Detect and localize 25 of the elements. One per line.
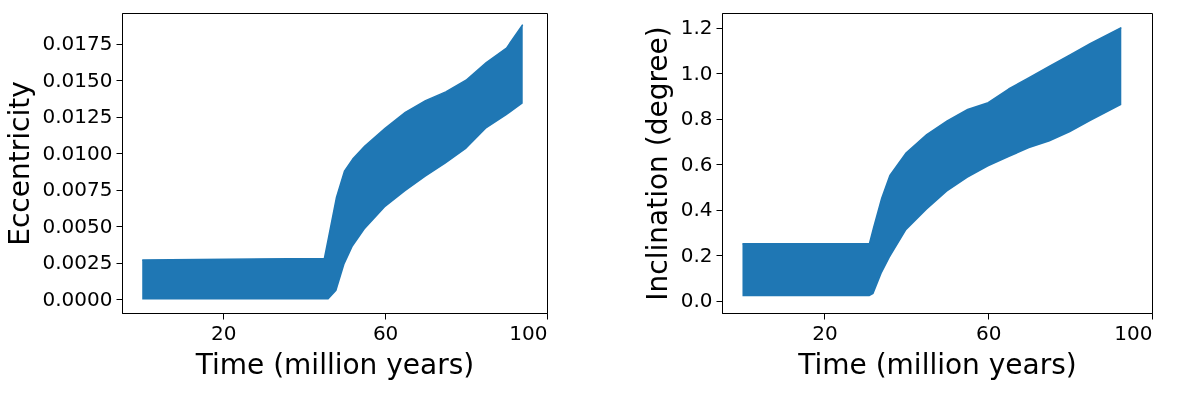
x-tick-label: 60 bbox=[975, 320, 1002, 345]
x-tick-label: 20 bbox=[210, 320, 237, 345]
x-axis-title: Time (million years) bbox=[797, 347, 1077, 381]
x-tick-label: 60 bbox=[372, 320, 399, 345]
y-tick-label: 0.8 bbox=[680, 106, 713, 131]
y-tick-label: 1.2 bbox=[680, 15, 713, 40]
y-axis-title: Inclination (degree) bbox=[640, 26, 674, 301]
y-tick-label: 0.6 bbox=[680, 151, 713, 176]
x-tick-label: 100 bbox=[1114, 320, 1153, 345]
y-axis-title: Eccentricity bbox=[2, 81, 36, 246]
y-tick-label: 1.0 bbox=[680, 60, 713, 85]
y-tick-label: 0.0150 bbox=[42, 67, 113, 92]
y-tick-label: 0.0175 bbox=[42, 31, 113, 56]
y-tick-label: 0.0050 bbox=[42, 213, 113, 238]
y-tick-label: 0.0000 bbox=[42, 286, 113, 311]
y-tick-label: 0.2 bbox=[680, 242, 713, 267]
x-tick-label: 100 bbox=[509, 320, 548, 345]
y-tick-label: 0.0075 bbox=[42, 177, 113, 202]
y-tick-label: 0.0025 bbox=[42, 250, 113, 275]
y-tick-label: 0.0125 bbox=[42, 104, 113, 129]
y-tick-label: 0.0 bbox=[680, 288, 713, 313]
y-tick-label: 0.0100 bbox=[42, 140, 113, 165]
x-axis-title: Time (million years) bbox=[194, 347, 475, 381]
y-tick-label: 0.4 bbox=[680, 197, 713, 222]
x-tick-label: 20 bbox=[812, 320, 838, 345]
